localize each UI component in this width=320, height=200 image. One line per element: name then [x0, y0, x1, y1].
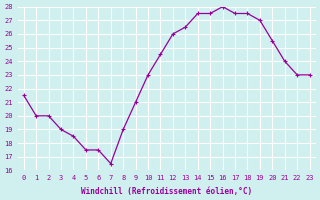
X-axis label: Windchill (Refroidissement éolien,°C): Windchill (Refroidissement éolien,°C)	[81, 187, 252, 196]
